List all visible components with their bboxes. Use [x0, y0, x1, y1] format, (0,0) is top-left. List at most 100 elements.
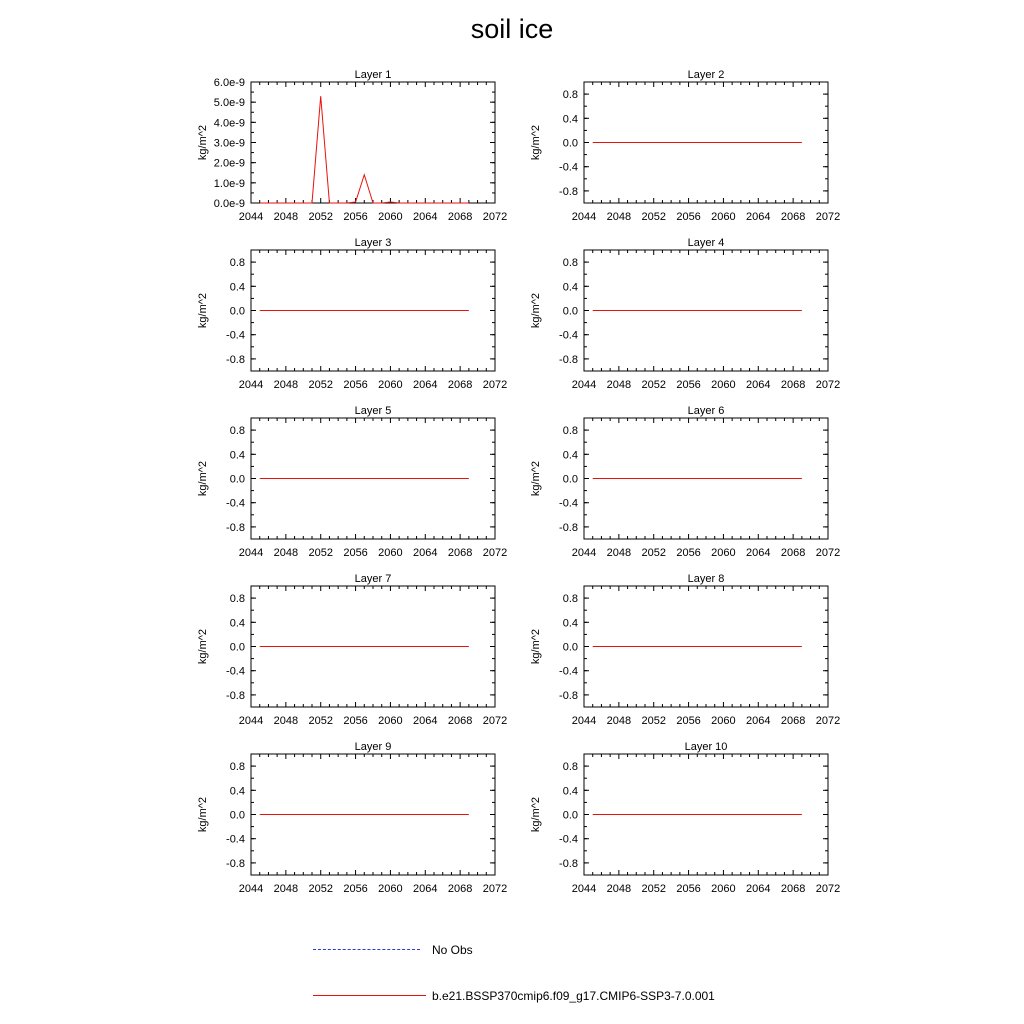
p5-x-tick-label: 2044 [239, 547, 263, 559]
p2-y-tick-label: 0.0 [563, 138, 578, 150]
p10-y-tick-label: 0.0 [563, 810, 578, 822]
p8-x-tick-label: 2072 [816, 715, 840, 727]
p2-x-tick-label: 2072 [816, 211, 840, 223]
legend-obs-label: No Obs [432, 943, 473, 957]
p6-x-tick-label: 2068 [781, 547, 805, 559]
p3-x-tick-label: 2044 [239, 379, 263, 391]
p5-x-tick-label: 2056 [343, 547, 367, 559]
p3-x-tick-label: 2068 [448, 379, 472, 391]
p6-x-tick-label: 2060 [711, 547, 735, 559]
p3-x-tick-label: 2072 [483, 379, 507, 391]
p1-x-tick-label: 2072 [483, 211, 507, 223]
p4-y-tick-label: -0.4 [559, 330, 578, 342]
p1-y-tick-label: 6.0e-9 [214, 77, 245, 89]
p2-x-tick-label: 2052 [641, 211, 665, 223]
p7-y-tick-label: 0.0 [230, 642, 245, 654]
p2-x-tick-label: 2060 [711, 211, 735, 223]
p7-y-tick-label: 0.8 [230, 593, 245, 605]
p4-x-tick-label: 2056 [676, 379, 700, 391]
p10-y-tick-label: -0.8 [559, 858, 578, 870]
p5-y-tick-label: 0.0 [230, 474, 245, 486]
p7-x-tick-label: 2048 [274, 715, 298, 727]
p5-y-tick-label: -0.4 [226, 498, 245, 510]
p9-y-tick-label: 0.0 [230, 810, 245, 822]
p9-x-tick-label: 2060 [378, 883, 402, 895]
p1-x-tick-label: 2056 [343, 211, 367, 223]
p1-y-tick-label: 0.0e-9 [214, 198, 245, 210]
p6-x-tick-label: 2052 [641, 547, 665, 559]
p7-x-tick-label: 2068 [448, 715, 472, 727]
p7-x-tick-label: 2072 [483, 715, 507, 727]
p7-x-tick-label: 2064 [413, 715, 437, 727]
p10-x-tick-label: 2048 [607, 883, 631, 895]
p6-x-tick-label: 2072 [816, 547, 840, 559]
p9-x-tick-label: 2056 [343, 883, 367, 895]
p4-x-tick-label: 2064 [746, 379, 770, 391]
figure-title: soil ice [470, 14, 554, 44]
p4-x-tick-label: 2048 [607, 379, 631, 391]
p9-y-tick-label: 0.8 [230, 761, 245, 773]
p5-y-tick-label: 0.4 [230, 449, 245, 461]
p1-x-tick-label: 2068 [448, 211, 472, 223]
p7-x-tick-label: 2056 [343, 715, 367, 727]
p4-y-tick-label: -0.8 [559, 354, 578, 366]
p1-panel-title: Layer 1 [355, 69, 392, 81]
p7-x-tick-label: 2044 [239, 715, 263, 727]
p1-y-tick-label: 4.0e-9 [214, 117, 245, 129]
p6-y-tick-label: -0.8 [559, 522, 578, 534]
p1-y-tick-label: 5.0e-9 [214, 97, 245, 109]
p2-x-tick-label: 2044 [572, 211, 596, 223]
p3-panel-title: Layer 3 [355, 237, 392, 249]
p5-x-tick-label: 2052 [308, 547, 332, 559]
p9-x-tick-label: 2052 [308, 883, 332, 895]
p2-y-tick-label: 0.4 [563, 113, 578, 125]
p1-x-tick-label: 2060 [378, 211, 402, 223]
p3-x-tick-label: 2060 [378, 379, 402, 391]
p9-y-axis-label: kg/m^2 [197, 797, 209, 832]
p10-x-tick-label: 2052 [641, 883, 665, 895]
p5-y-tick-label: -0.8 [226, 522, 245, 534]
p3-y-tick-label: 0.8 [230, 257, 245, 269]
p1-x-tick-label: 2052 [308, 211, 332, 223]
p7-y-axis-label: kg/m^2 [197, 629, 209, 664]
p9-x-tick-label: 2048 [274, 883, 298, 895]
p3-y-axis-label: kg/m^2 [197, 293, 209, 328]
p4-x-tick-label: 2072 [816, 379, 840, 391]
p10-x-tick-label: 2064 [746, 883, 770, 895]
p10-y-tick-label: 0.4 [563, 785, 578, 797]
p3-x-tick-label: 2052 [308, 379, 332, 391]
p8-y-tick-label: 0.0 [563, 642, 578, 654]
p4-y-axis-label: kg/m^2 [530, 293, 542, 328]
p1-plot-frame [250, 81, 496, 204]
p6-panel-title: Layer 6 [688, 405, 725, 417]
p8-x-tick-label: 2052 [641, 715, 665, 727]
p7-y-tick-label: -0.4 [226, 666, 245, 678]
p10-x-tick-label: 2060 [711, 883, 735, 895]
p2-x-tick-label: 2068 [781, 211, 805, 223]
p1-x-tick-label: 2048 [274, 211, 298, 223]
p2-y-axis-label: kg/m^2 [530, 125, 542, 160]
p10-y-axis-label: kg/m^2 [530, 797, 542, 832]
p3-y-tick-label: -0.4 [226, 330, 245, 342]
p2-x-tick-label: 2056 [676, 211, 700, 223]
p5-x-tick-label: 2060 [378, 547, 402, 559]
p2-panel-title: Layer 2 [688, 69, 725, 81]
p10-x-tick-label: 2056 [676, 883, 700, 895]
p10-x-tick-label: 2044 [572, 883, 596, 895]
p7-y-tick-label: -0.8 [226, 690, 245, 702]
p1-x-tick-label: 2044 [239, 211, 263, 223]
p5-x-tick-label: 2048 [274, 547, 298, 559]
p4-y-tick-label: 0.0 [563, 306, 578, 318]
p9-y-tick-label: -0.8 [226, 858, 245, 870]
p8-y-tick-label: 0.4 [563, 617, 578, 629]
p8-x-tick-label: 2056 [676, 715, 700, 727]
p2-x-tick-label: 2048 [607, 211, 631, 223]
p8-y-tick-label: -0.8 [559, 690, 578, 702]
p8-x-tick-label: 2060 [711, 715, 735, 727]
p5-y-tick-label: 0.8 [230, 425, 245, 437]
p4-y-tick-label: 0.4 [563, 281, 578, 293]
p1-y-axis-label: kg/m^2 [197, 125, 209, 160]
p7-x-tick-label: 2052 [308, 715, 332, 727]
p8-x-tick-label: 2064 [746, 715, 770, 727]
